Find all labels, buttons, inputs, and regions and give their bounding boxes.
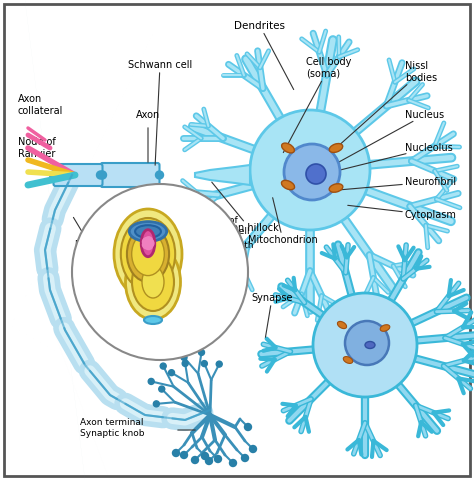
Text: Neurofibril: Neurofibril [341,177,456,190]
Circle shape [250,110,370,230]
Text: Node of
Ranvier: Node of Ranvier [164,310,225,330]
Text: Schwann cell: Schwann cell [128,60,192,165]
Text: Mitochondrion: Mitochondrion [248,198,318,245]
Circle shape [173,449,180,456]
Ellipse shape [135,225,161,238]
Ellipse shape [141,230,155,257]
Ellipse shape [127,226,169,282]
Ellipse shape [142,266,164,298]
Text: Dendrites: Dendrites [235,21,294,90]
Text: Nissl
bodies: Nissl bodies [338,61,437,146]
Text: Cell body
(soma): Cell body (soma) [283,57,351,153]
Circle shape [145,241,153,250]
Circle shape [181,354,187,360]
Text: Nucleus: Nucleus [330,110,444,167]
Circle shape [284,144,340,200]
Circle shape [146,239,154,247]
Ellipse shape [337,322,346,329]
Circle shape [159,386,165,392]
Circle shape [199,349,204,355]
Circle shape [229,459,237,467]
Ellipse shape [144,316,162,324]
Circle shape [201,453,209,459]
Ellipse shape [329,144,343,153]
Text: Nucleolus: Nucleolus [323,143,453,174]
Circle shape [169,370,174,376]
Circle shape [249,445,256,453]
Ellipse shape [126,244,181,320]
Circle shape [216,361,222,367]
Ellipse shape [132,253,174,311]
Circle shape [148,378,154,384]
Ellipse shape [380,324,390,331]
Circle shape [154,401,159,407]
Circle shape [206,457,212,465]
Circle shape [306,164,326,184]
Circle shape [143,238,150,246]
Circle shape [245,423,252,431]
Circle shape [160,363,166,369]
Circle shape [49,171,57,179]
Circle shape [181,452,188,458]
Circle shape [201,360,207,367]
Circle shape [345,321,389,365]
FancyBboxPatch shape [100,163,159,187]
Ellipse shape [132,232,164,276]
Text: Node of
Ranvier: Node of Ranvier [18,137,56,159]
Ellipse shape [282,180,294,190]
FancyBboxPatch shape [54,164,102,186]
Ellipse shape [129,222,167,241]
Text: Cytoplasm: Cytoplasm [179,259,238,268]
Text: Synapse: Synapse [251,293,293,337]
Text: Axon: Axon [160,197,212,232]
Text: Myelin sheath
of Schwann cell: Myelin sheath of Schwann cell [75,240,146,260]
Text: Myelin sheath: Myelin sheath [175,241,254,251]
Circle shape [241,455,248,461]
Ellipse shape [282,143,294,153]
Polygon shape [195,165,250,185]
Text: Axon: Axon [136,110,160,120]
Ellipse shape [121,218,175,290]
Text: Neurolemma: Neurolemma [184,275,248,287]
Circle shape [72,184,248,360]
Circle shape [145,237,153,245]
Circle shape [155,171,164,179]
Text: Axon terminal
Synaptic knob: Axon terminal Synaptic knob [80,418,145,438]
Text: Nucleus of
Schwann cell: Nucleus of Schwann cell [169,216,250,236]
Text: Axon
collateral: Axon collateral [18,94,64,116]
Ellipse shape [329,184,343,192]
Circle shape [97,171,104,179]
Ellipse shape [365,341,375,348]
Circle shape [143,240,150,249]
Circle shape [191,456,199,464]
Ellipse shape [343,357,353,363]
Ellipse shape [114,209,182,299]
Circle shape [99,171,107,179]
Circle shape [182,360,188,366]
Text: Cytoplasm: Cytoplasm [348,205,457,220]
Circle shape [215,456,221,463]
Circle shape [313,293,417,397]
Text: Axon hillock: Axon hillock [212,182,279,233]
